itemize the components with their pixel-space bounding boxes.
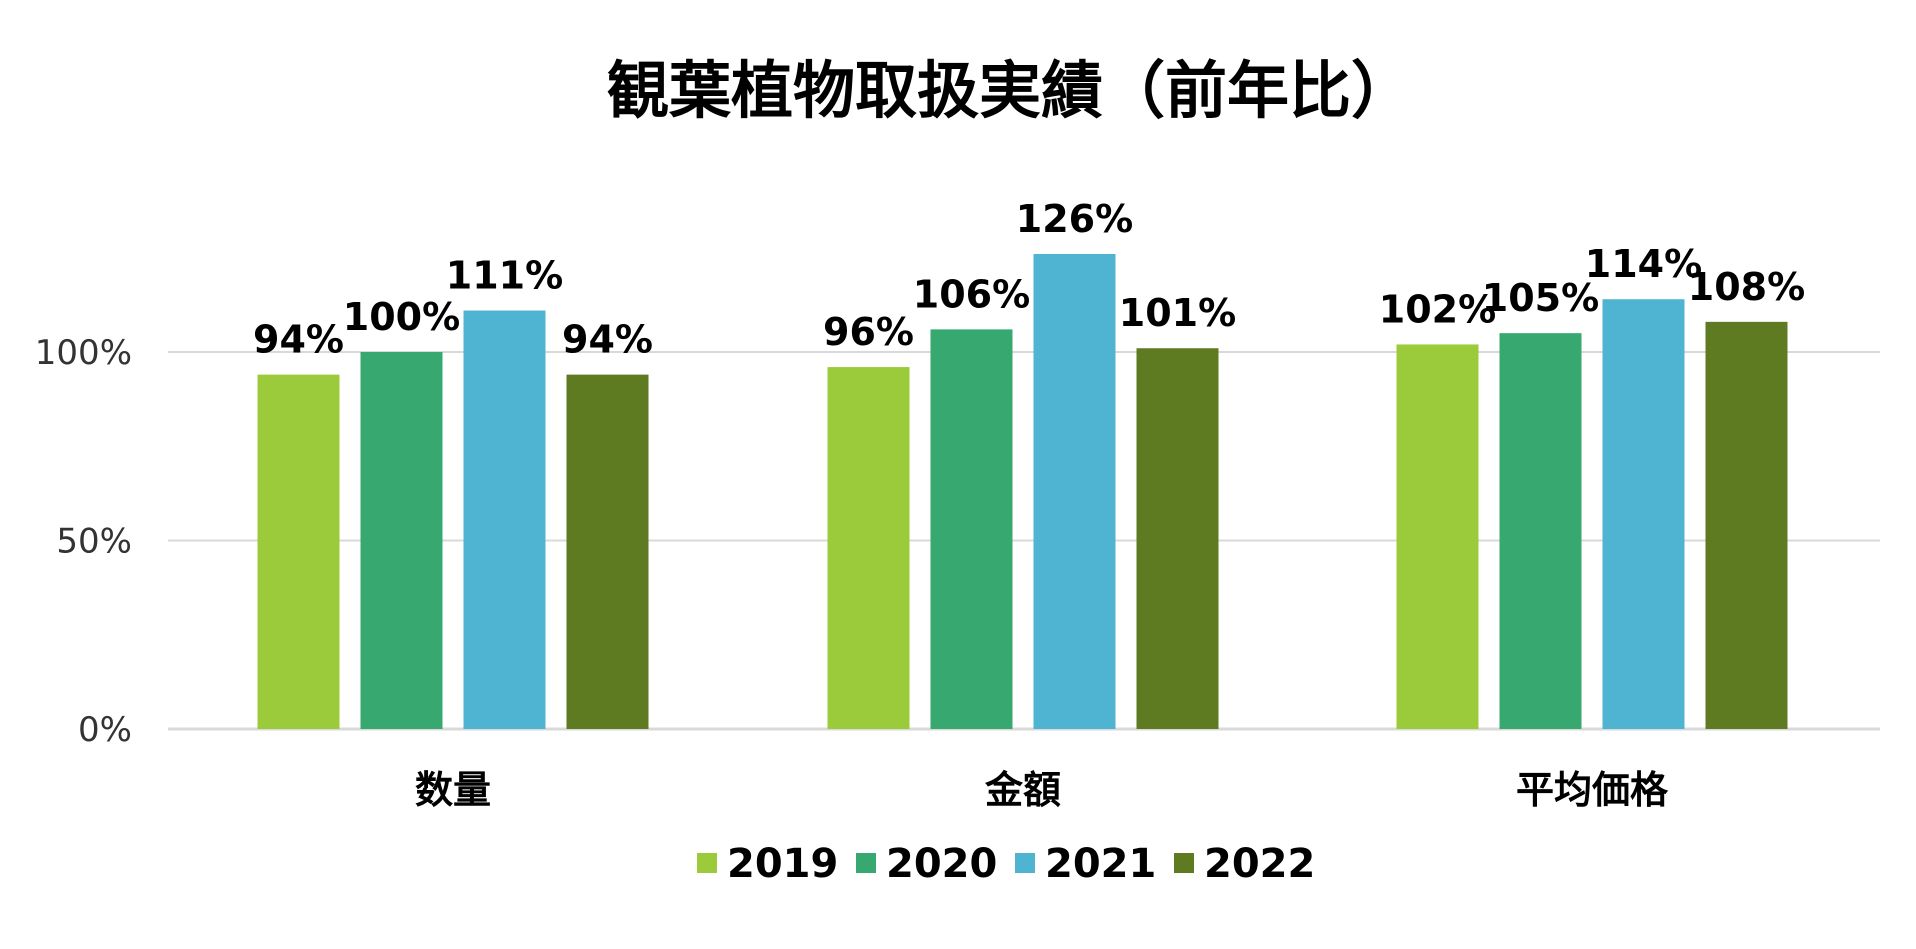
bar-2020-1 bbox=[930, 329, 1013, 729]
data-label: 101% bbox=[1119, 291, 1236, 335]
data-label: 105% bbox=[1482, 276, 1599, 320]
gridlines bbox=[168, 351, 1880, 731]
data-label: 126% bbox=[1016, 197, 1133, 241]
y-tick-label: 50% bbox=[56, 522, 132, 562]
y-tick-label: 100% bbox=[35, 333, 132, 373]
bar-2019-0 bbox=[257, 374, 340, 729]
legend-swatch-2020 bbox=[856, 853, 876, 873]
bar-2021-2 bbox=[1602, 299, 1685, 729]
data-label: 100% bbox=[343, 295, 460, 339]
x-tick-label: 金額 bbox=[984, 768, 1061, 812]
bar-2021-0 bbox=[463, 310, 546, 729]
bars bbox=[257, 253, 1788, 730]
data-label: 111% bbox=[446, 254, 563, 298]
data-label: 114% bbox=[1585, 242, 1702, 286]
y-axis-ticks: 0% 50% 100% bbox=[35, 333, 132, 750]
bar-2020-2 bbox=[1499, 333, 1582, 729]
legend-swatch-2021 bbox=[1015, 853, 1035, 873]
bar-2019-1 bbox=[827, 367, 910, 729]
data-label: 102% bbox=[1379, 287, 1496, 331]
bar-2019-2 bbox=[1396, 344, 1479, 729]
legend-swatch-2022 bbox=[1174, 853, 1194, 873]
legend-label: 2021 bbox=[1045, 841, 1156, 887]
data-label: 96% bbox=[823, 310, 914, 354]
bar-2021-1 bbox=[1033, 253, 1116, 730]
bar-2022-1 bbox=[1136, 348, 1219, 729]
y-tick-label: 0% bbox=[78, 710, 132, 750]
data-label: 108% bbox=[1688, 265, 1805, 309]
legend-swatch-2019 bbox=[697, 853, 717, 873]
data-label: 94% bbox=[253, 318, 344, 362]
legend-label: 2019 bbox=[727, 841, 838, 887]
legend-label: 2022 bbox=[1204, 841, 1315, 887]
data-label: 106% bbox=[913, 272, 1030, 316]
x-tick-label: 平均価格 bbox=[1516, 768, 1669, 812]
data-labels: 94%100%111%94% 96%106%126%101% 102%105%114… bbox=[253, 197, 1805, 362]
chart-title: 観葉植物取扱実績（前年比） bbox=[607, 54, 1413, 127]
x-axis-ticks: 数量 金額 平均価格 bbox=[415, 768, 1669, 812]
x-tick-label: 数量 bbox=[415, 768, 491, 812]
bar-2022-2 bbox=[1705, 321, 1788, 729]
data-label: 94% bbox=[562, 318, 653, 362]
bar-2022-0 bbox=[566, 374, 649, 729]
legend: 2019 2020 2021 2022 bbox=[697, 841, 1315, 887]
bar-2020-0 bbox=[360, 352, 443, 729]
legend-label: 2020 bbox=[886, 841, 997, 887]
